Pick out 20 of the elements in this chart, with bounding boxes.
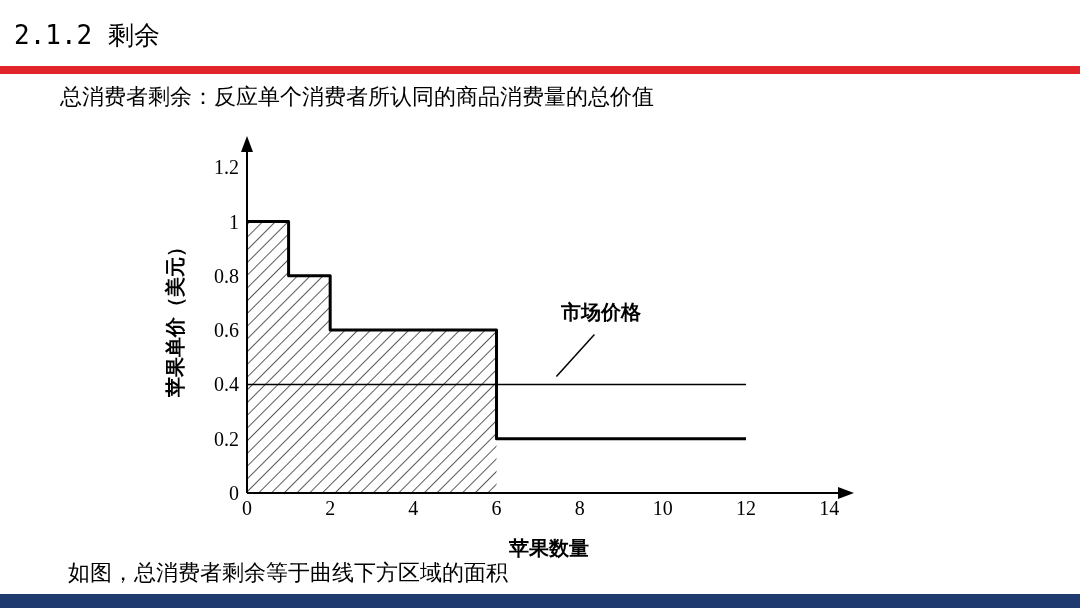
x-tick-label: 8 bbox=[574, 497, 585, 520]
x-tick-label: 12 bbox=[736, 497, 757, 520]
x-tick-label: 4 bbox=[408, 497, 419, 520]
x-tick-label: 10 bbox=[652, 497, 673, 520]
y-axis-title: 苹果单价（美元） bbox=[163, 236, 188, 398]
y-tick-label: 0 bbox=[229, 482, 239, 505]
y-tick-label: 1 bbox=[229, 210, 239, 233]
chart-subtitle: 总消费者剩余：反应单个消费者所认同的商品消费量的总价值 bbox=[60, 83, 654, 111]
y-tick-label: 0.2 bbox=[214, 427, 239, 450]
x-axis-title: 苹果数量 bbox=[507, 536, 589, 560]
x-tick-label: 2 bbox=[325, 497, 336, 520]
x-tick-label: 6 bbox=[491, 497, 502, 520]
y-tick-label: 0.6 bbox=[214, 319, 239, 342]
y-tick-label: 1.2 bbox=[214, 156, 239, 179]
text: 市场价格 bbox=[560, 300, 643, 325]
y-tick-label: 0.4 bbox=[214, 373, 239, 396]
y-tick-label: 0.8 bbox=[214, 264, 239, 287]
text: 如图，总消费者剩余等于曲线下方区域的面积 bbox=[68, 559, 508, 587]
chart-title: 2.1.2 剩余 bbox=[14, 19, 160, 52]
x-tick-label: 14 bbox=[819, 497, 840, 520]
